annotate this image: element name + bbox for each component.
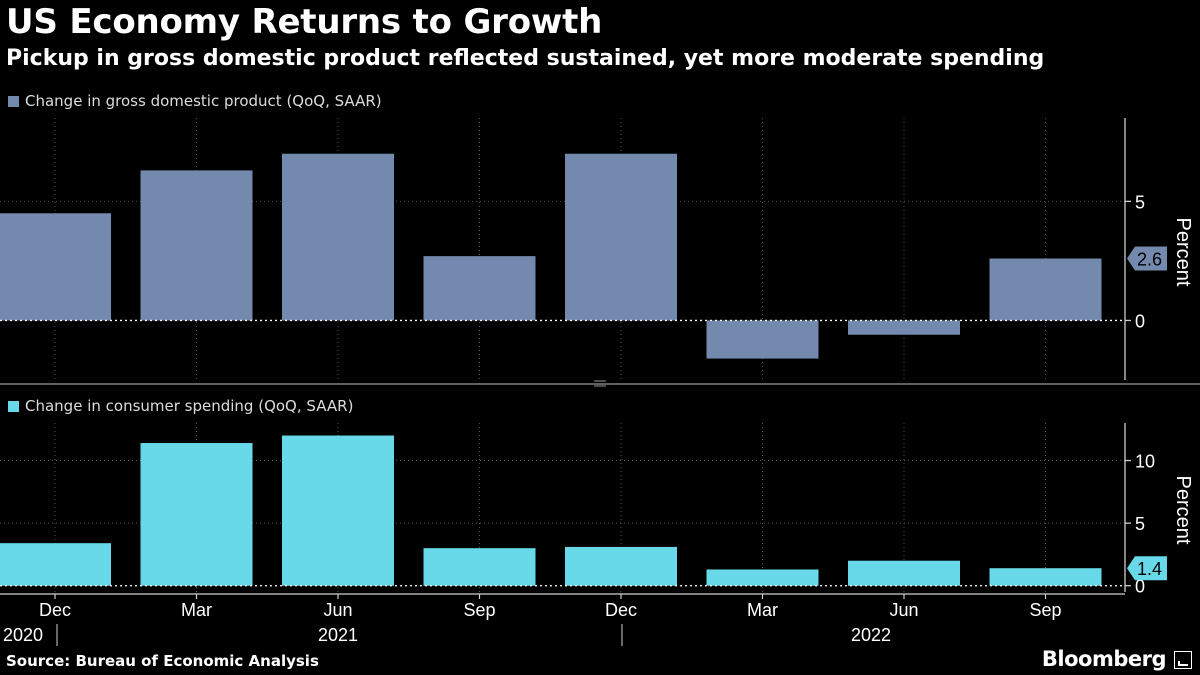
legend-gdp-swatch (8, 95, 19, 107)
consumer-bar (848, 560, 960, 586)
consumer-bar (706, 569, 819, 586)
gdp-y-tick-label: 0 (1135, 311, 1145, 331)
gdp-bar (140, 170, 253, 321)
x-tick-label: Mar (747, 600, 778, 620)
source-note: Source: Bureau of Economic Analysis (6, 652, 319, 670)
consumer-y-tick-label: 0 (1135, 577, 1145, 597)
consumer-y-tick-label: 5 (1135, 514, 1145, 534)
chart-subtitle: Pickup in gross domestic product reflect… (6, 46, 1045, 71)
legend-gdp-label: Change in gross domestic product (QoQ, S… (25, 92, 382, 110)
consumer-last-value-tag (1127, 556, 1167, 581)
gdp-bar (565, 153, 677, 321)
year-label: 2021 (318, 625, 358, 645)
x-tick-label: Mar (181, 600, 212, 620)
legend-consumer-swatch (8, 400, 19, 412)
chart-title: US Economy Returns to Growth (6, 2, 603, 42)
gdp-bar (848, 320, 960, 335)
x-tick-label: Dec (39, 600, 71, 620)
year-label: 2020 (3, 625, 43, 645)
gdp-bar (423, 256, 536, 321)
gdp-y-tick-label: 5 (1135, 192, 1145, 212)
consumer-bar (140, 443, 253, 586)
chart-icon (1174, 651, 1192, 669)
consumer-y-tick-label: 10 (1135, 452, 1155, 472)
gdp-last-value-label: 2.6 (1137, 250, 1162, 270)
consumer-bar (0, 543, 111, 586)
gdp-bar (706, 320, 819, 359)
x-tick-label: Dec (605, 600, 637, 620)
consumer-last-value-label: 1.4 (1137, 559, 1162, 579)
consumer-bar (282, 435, 394, 586)
consumer-bar (423, 548, 536, 586)
legend-gdp: Change in gross domestic product (QoQ, S… (8, 92, 382, 110)
gdp-bar (989, 258, 1102, 321)
gdp-bar (0, 213, 111, 321)
x-tick-label: Sep (1029, 600, 1061, 620)
consumer-bar (565, 546, 677, 586)
gdp-last-value-tag (1127, 246, 1167, 271)
x-tick-label: Sep (463, 600, 495, 620)
year-label: 2022 (851, 625, 891, 645)
gdp-bar (282, 153, 394, 321)
consumer-bar (989, 568, 1102, 586)
gdp-y-axis-title: Percent (1172, 218, 1194, 287)
x-tick-label: Jun (323, 600, 352, 620)
legend-consumer-label: Change in consumer spending (QoQ, SAAR) (25, 397, 354, 415)
consumer-y-axis-title: Percent (1172, 476, 1194, 545)
legend-consumer: Change in consumer spending (QoQ, SAAR) (8, 397, 353, 415)
bloomberg-logo: Bloomberg (1041, 647, 1167, 671)
x-tick-label: Jun (889, 600, 918, 620)
